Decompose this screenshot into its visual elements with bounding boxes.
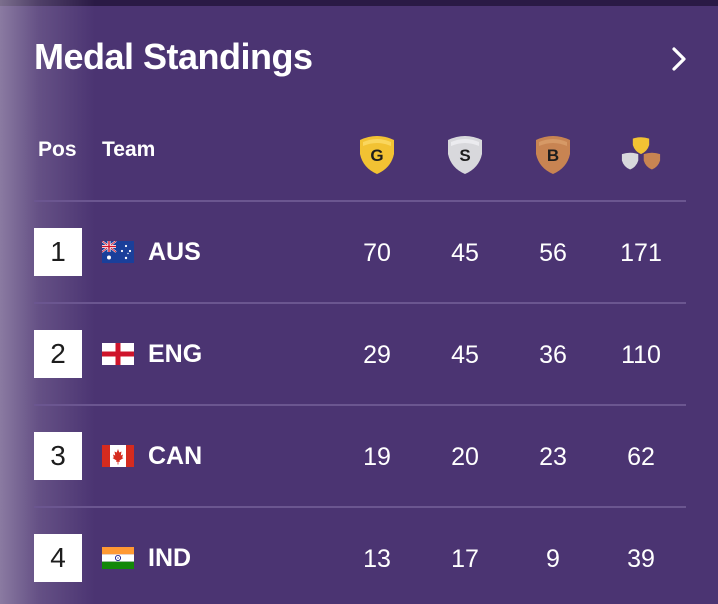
total-count: 39 <box>627 545 655 573</box>
team-code: IND <box>148 544 192 572</box>
team-column-header: Team <box>102 138 156 161</box>
england-flag-icon <box>102 343 134 365</box>
card-title[interactable]: Medal Standings <box>34 36 313 77</box>
silver-count: 45 <box>451 239 479 267</box>
row-divider <box>34 506 686 508</box>
chevron-right-icon[interactable] <box>664 44 694 74</box>
total-count: 62 <box>627 443 655 471</box>
bronze-count: 9 <box>546 545 560 573</box>
bronze-count: 36 <box>539 341 567 369</box>
team-code: ENG <box>148 340 203 368</box>
silver-count: 17 <box>451 545 479 573</box>
australia-flag-icon <box>102 241 134 263</box>
position-badge: 2 <box>34 330 82 378</box>
row-divider <box>34 404 686 406</box>
top-edge <box>0 0 718 6</box>
gold-count: 13 <box>363 545 391 573</box>
total-count: 110 <box>621 341 661 369</box>
gold-count: 19 <box>363 443 391 471</box>
silver-medal-icon: S <box>448 136 482 174</box>
total-count: 171 <box>620 239 662 267</box>
silver-count: 20 <box>451 443 479 471</box>
total-medals-icon <box>621 137 661 170</box>
row-divider <box>34 200 686 202</box>
row-divider <box>34 302 686 304</box>
bronze-count: 56 <box>539 239 567 267</box>
team-code: CAN <box>148 442 203 470</box>
team-code: AUS <box>148 238 201 266</box>
india-flag-icon <box>102 547 134 569</box>
bronze-medal-icon: B <box>536 136 570 174</box>
gold-count: 70 <box>363 239 391 267</box>
gold-count: 29 <box>363 341 391 369</box>
bronze-count: 23 <box>539 443 567 471</box>
gold-medal-icon: G <box>360 136 394 174</box>
position-badge: 4 <box>34 534 82 582</box>
silver-count: 45 <box>451 341 479 369</box>
pos-column-header: Pos <box>38 138 77 161</box>
position-badge: 3 <box>34 432 82 480</box>
canada-flag-icon <box>102 445 134 467</box>
silver-medal-letter: S <box>459 146 470 165</box>
position-badge: 1 <box>34 228 82 276</box>
bronze-medal-letter: B <box>547 146 559 165</box>
gold-medal-letter: G <box>370 146 383 165</box>
